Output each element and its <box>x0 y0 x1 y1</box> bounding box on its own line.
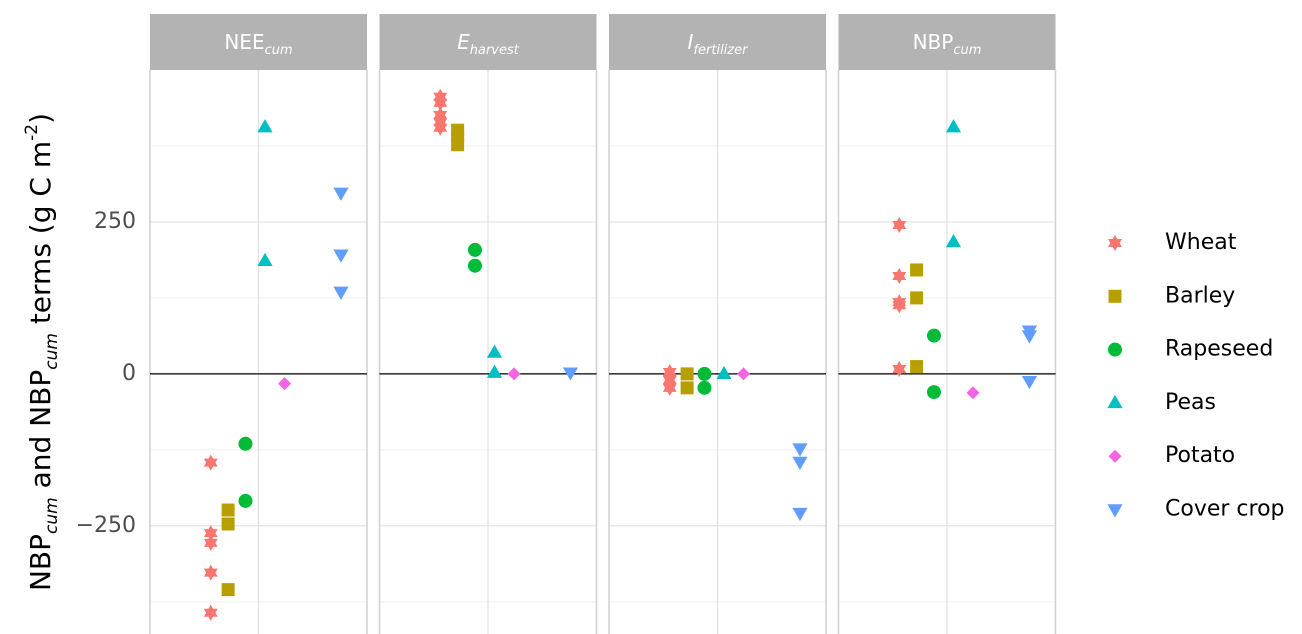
point <box>203 534 218 551</box>
point <box>562 367 579 381</box>
point <box>910 263 924 277</box>
legend-key <box>1108 289 1122 303</box>
point <box>257 119 273 133</box>
point <box>945 233 962 248</box>
point <box>238 436 253 451</box>
legend-key <box>1108 235 1122 251</box>
point <box>966 386 980 400</box>
point <box>716 365 732 380</box>
point <box>257 252 273 267</box>
strip-label: Ifertilizer <box>688 30 750 59</box>
point <box>486 344 503 358</box>
point <box>507 367 521 381</box>
strip <box>150 14 367 70</box>
point <box>662 379 677 396</box>
legend-label: Rapeseed <box>1165 337 1273 362</box>
point <box>792 507 808 522</box>
point <box>467 258 482 273</box>
point <box>333 286 349 300</box>
point <box>433 119 448 136</box>
point <box>697 380 712 395</box>
legend-label: Peas <box>1165 390 1216 415</box>
strip <box>838 14 1056 70</box>
strip <box>609 14 826 70</box>
point <box>792 443 808 457</box>
y-tick-label: 250 <box>94 209 136 234</box>
point <box>926 328 941 343</box>
point <box>333 249 349 263</box>
legend-label: Wheat <box>1165 230 1237 255</box>
y-tick-label: 0 <box>122 361 136 386</box>
y-axis-label-part: and NBP <box>24 370 57 498</box>
strip-label-main: NEE <box>224 30 264 54</box>
legend-key <box>1107 504 1123 518</box>
legend-key <box>1107 394 1123 409</box>
point <box>467 242 482 257</box>
point <box>333 187 349 201</box>
point <box>203 564 218 581</box>
point <box>910 360 924 374</box>
point <box>278 377 292 391</box>
point <box>680 367 694 381</box>
point <box>203 604 218 621</box>
point <box>221 583 235 597</box>
strip-label-main: E <box>457 30 470 54</box>
strip-label-sub: harvest <box>470 43 520 58</box>
point <box>203 525 218 542</box>
point <box>892 216 907 233</box>
legend-label: Cover crop <box>1165 497 1285 522</box>
point <box>203 454 218 471</box>
y-axis-label-part: ) <box>24 113 57 124</box>
legend-label: Barley <box>1165 283 1235 308</box>
y-tick-label: −250 <box>76 513 136 538</box>
legend-label: Potato <box>1165 443 1235 468</box>
point <box>1021 375 1038 390</box>
point <box>433 94 448 111</box>
point <box>945 119 962 133</box>
y-axis-label-part: NBP <box>24 534 57 591</box>
point <box>892 297 907 314</box>
point <box>892 268 907 285</box>
point <box>926 385 941 400</box>
strip-label-sub: fertilizer <box>693 43 749 58</box>
point <box>221 517 235 531</box>
y-axis-label: NBPcum and NBPcum terms (g C m-2) <box>22 113 62 591</box>
strip-label: Eharvest <box>457 30 520 59</box>
point <box>221 503 235 517</box>
strip-label: NEEcum <box>224 30 292 59</box>
y-axis-label-part: cum <box>42 333 62 370</box>
point <box>451 138 465 152</box>
point <box>486 364 503 378</box>
strip-label-main: I <box>688 30 694 54</box>
point <box>680 381 694 395</box>
legend-key <box>1108 342 1122 357</box>
y-axis-label-part: -2 <box>22 124 42 141</box>
point <box>792 456 808 471</box>
strip-label: NBPcum <box>913 30 982 59</box>
strip <box>379 14 597 70</box>
strip-label-main: NBP <box>913 30 954 54</box>
strip-label-sub: cum <box>265 43 293 58</box>
y-axis-label-part: cum <box>42 497 62 534</box>
point <box>892 361 907 378</box>
y-axis-label-part: terms (g C m <box>24 141 57 333</box>
point <box>697 366 712 381</box>
strip-label-sub: cum <box>953 43 981 58</box>
legend-key <box>1108 449 1122 463</box>
point <box>1021 330 1038 344</box>
point <box>737 367 751 381</box>
point <box>238 493 253 508</box>
point <box>910 291 924 305</box>
